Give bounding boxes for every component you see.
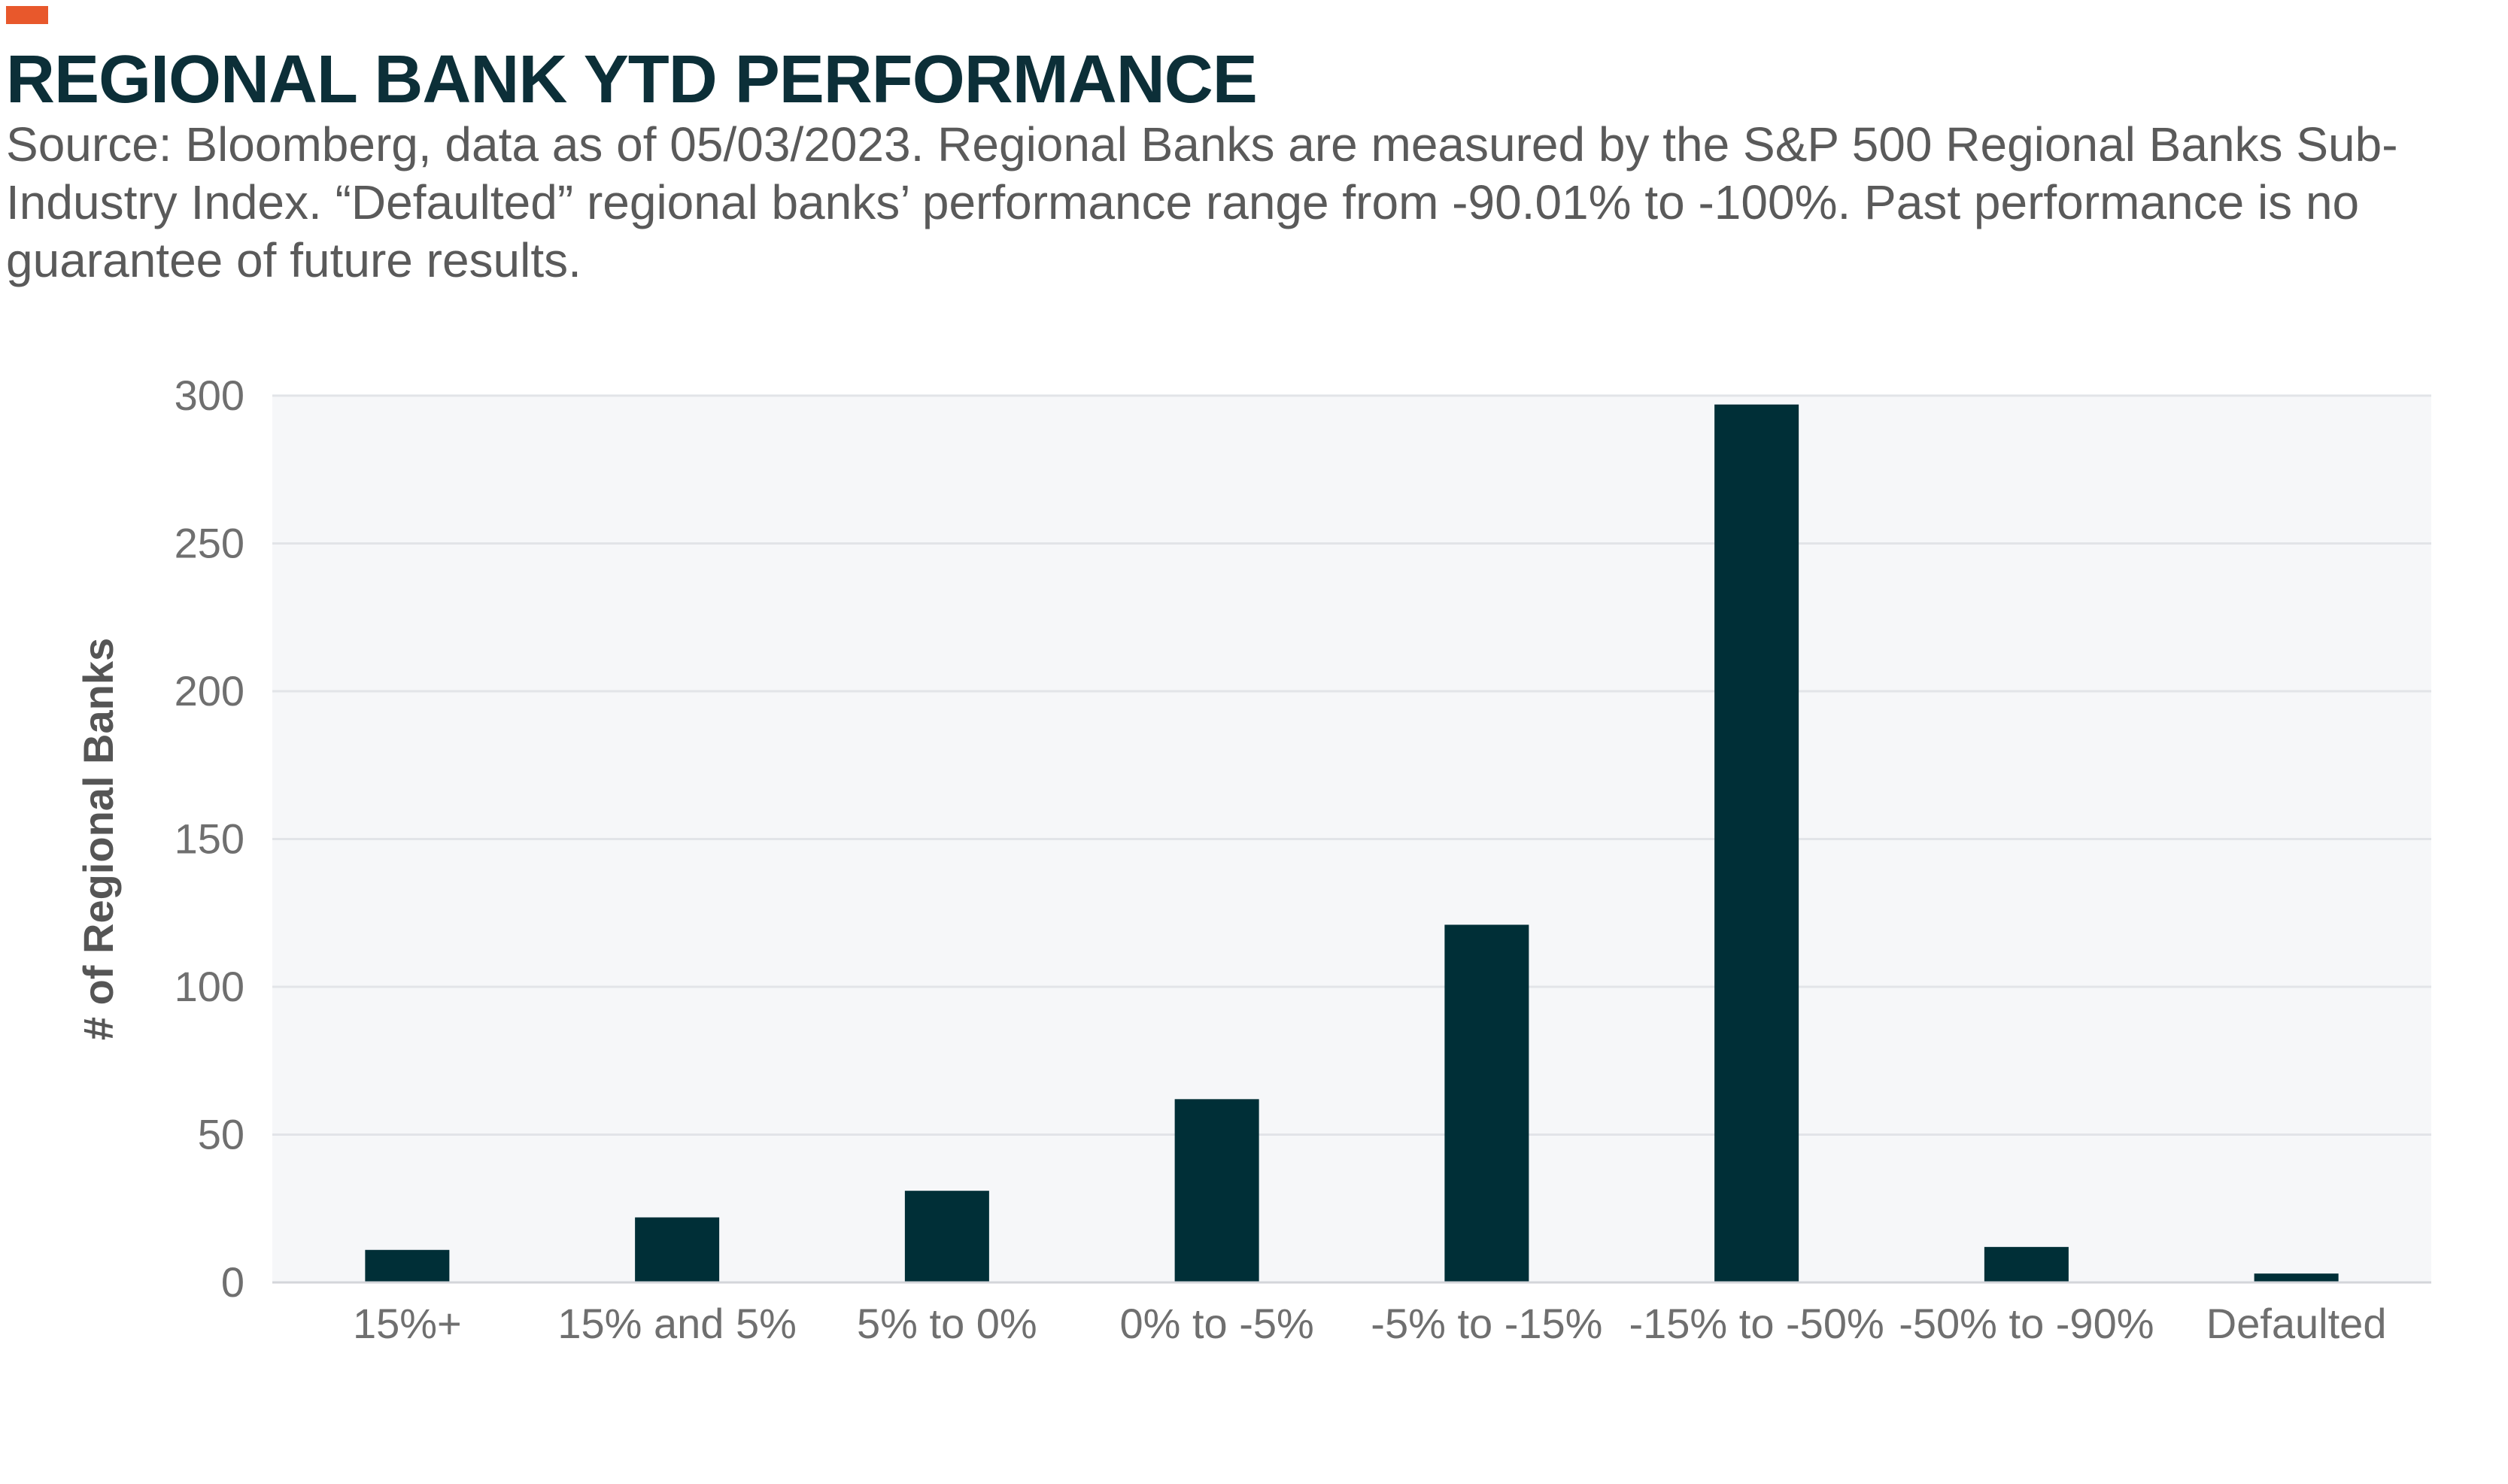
gridlines: [272, 394, 2431, 1136]
x-axis-categories: 15%+ 15% and 5% 5% to 0% 0% to -5% -5% to -1…: [353, 1300, 2387, 1347]
bar: [2254, 1273, 2339, 1282]
x-category-label: 0% to -5%: [1119, 1300, 1313, 1347]
accent-bar: [6, 6, 48, 24]
bars: [365, 404, 2339, 1282]
y-tick-label: 200: [175, 667, 244, 715]
x-category-label: 5% to 0%: [857, 1300, 1037, 1347]
bar: [1444, 924, 1529, 1282]
x-category-label: -15% to -50%: [1629, 1300, 1884, 1347]
y-tick-label: 0: [221, 1258, 244, 1306]
y-tick-label: 150: [175, 815, 244, 863]
y-axis-ticks: 0 50 100 150 200 250 300: [175, 372, 244, 1306]
y-tick-label: 250: [175, 520, 244, 567]
y-tick-label: 50: [198, 1111, 244, 1158]
bar: [1174, 1099, 1259, 1282]
x-category-label: 15% and 5%: [557, 1300, 797, 1347]
y-tick-label: 100: [175, 963, 244, 1010]
bar: [904, 1191, 989, 1282]
x-category-label: 15%+: [353, 1300, 462, 1347]
y-tick-label: 300: [175, 372, 244, 419]
bar: [1984, 1246, 2069, 1282]
bar: [365, 1249, 450, 1282]
bar: [1714, 404, 1799, 1282]
bar: [635, 1217, 720, 1282]
x-category-label: -5% to -15%: [1371, 1300, 1602, 1347]
x-category-label: Defaulted: [2206, 1300, 2387, 1347]
chart-subtitle: Source: Bloomberg, data as of 05/03/2023…: [6, 117, 2398, 287]
chart-title: REGIONAL BANK YTD PERFORMANCE: [6, 42, 1258, 117]
y-axis-title: # of Regional Banks: [74, 638, 122, 1040]
x-category-label: -50% to -90%: [1899, 1300, 2154, 1347]
